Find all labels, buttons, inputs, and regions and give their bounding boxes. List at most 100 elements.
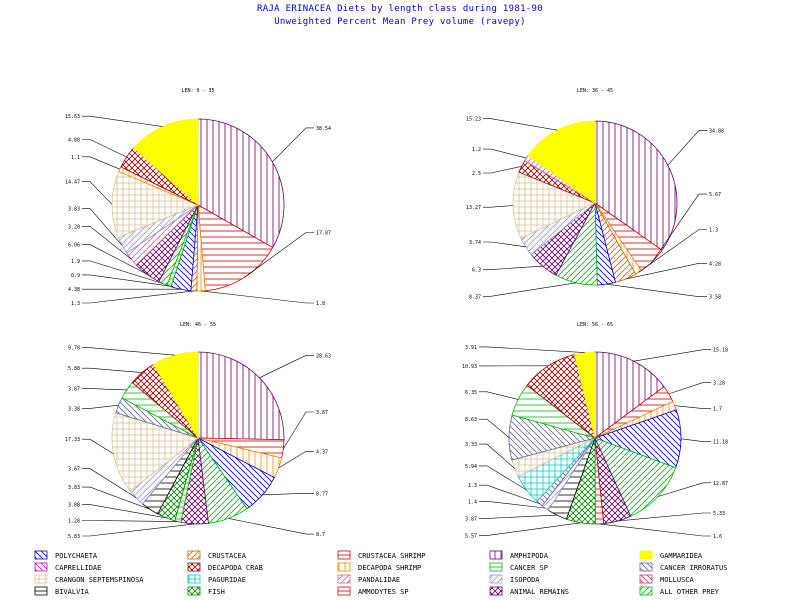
leader-line xyxy=(82,181,113,205)
legend-swatch xyxy=(639,550,653,560)
data-label: 1.3 xyxy=(709,227,718,233)
leader-line xyxy=(606,283,707,298)
leader-line xyxy=(479,443,515,469)
legend-label: PANDALIDAE xyxy=(358,576,400,584)
pie-chart-4: LEN: 56 - 65 15.18 3.28 1.7 11.18 12.87 5.33 1.… xyxy=(462,322,728,540)
leader-line xyxy=(483,148,527,159)
pie-title: LEN: 46 - 55 xyxy=(180,322,216,328)
pie-slice-crangon-septemspinosa xyxy=(512,171,596,239)
data-label: 5.88 xyxy=(68,366,80,372)
data-label: 3.91 xyxy=(465,345,477,351)
legend-item-cancer-irroratus: CANCER IRRORATUS xyxy=(639,562,727,572)
leader-line xyxy=(82,115,163,127)
legend-item-paguridae: PAGURIDAE xyxy=(187,574,246,584)
legend-swatch xyxy=(34,574,48,584)
legend-swatch xyxy=(187,550,201,560)
leader-line xyxy=(82,244,148,275)
legend-item-polychaeta: POLYCHAETA xyxy=(34,550,98,560)
data-label: 1.6 xyxy=(713,534,722,540)
data-label: 3.28 xyxy=(68,224,80,230)
legend-label: GAMMARIDEA xyxy=(660,552,703,560)
legend-swatch xyxy=(187,562,201,572)
figure-subtitle: Unweighted Percent Mean Prey volume (rav… xyxy=(274,17,526,27)
data-label: 1.28 xyxy=(68,519,80,525)
leader-line xyxy=(483,118,558,131)
leader-line xyxy=(82,504,167,519)
leader-line xyxy=(82,520,178,522)
data-label: 0.9 xyxy=(71,273,80,279)
leader-line xyxy=(483,166,522,174)
pie-slice-crangon-septemspinosa xyxy=(111,412,199,492)
leader-line xyxy=(479,346,585,353)
leader-line xyxy=(674,405,711,409)
legend-label: CRUSTACEA xyxy=(208,552,247,560)
legend-label: CRANGON SEPTEMSPINOSA xyxy=(55,576,144,584)
data-label: 4.38 xyxy=(68,287,80,293)
data-label: 8.63 xyxy=(465,417,477,423)
pie-slice-gammaridea xyxy=(152,351,199,440)
leader-line xyxy=(272,127,314,163)
leader-line xyxy=(283,411,314,450)
leader-line xyxy=(625,262,707,280)
leader-line xyxy=(617,512,711,522)
legend-label: POLYCHAETA xyxy=(55,552,98,560)
legend-label: DECAPODA CRAB xyxy=(208,564,263,572)
data-label: 6.06 xyxy=(68,243,80,249)
legend-item-gammaridea: GAMMARIDEA xyxy=(639,550,703,560)
pie-chart-3: LEN: 46 - 55 28.63 3.87 4.37 8.77 8.7 9.78 5.88… xyxy=(65,322,331,540)
legend-label: CAPRELLIDAE xyxy=(55,564,101,572)
legend-item-animal-remains: ANIMAL REMAINS xyxy=(489,586,569,596)
legend-swatch xyxy=(187,574,201,584)
pie-title: LEN: 0 - 35 xyxy=(181,88,214,94)
leader-line xyxy=(82,404,119,409)
leader-line xyxy=(479,418,510,438)
data-label: 13.27 xyxy=(466,205,481,211)
leader-line xyxy=(82,208,123,246)
leader-line xyxy=(259,354,314,379)
leader-line xyxy=(82,523,195,537)
legend-label: CRUSTACEA SHRIMP xyxy=(358,552,425,560)
legend: POLYCHAETA CAPRELLIDAE CRANGON SEPTEMSPINO… xyxy=(34,550,727,596)
legend-swatch xyxy=(639,574,653,584)
pie-slice-amphipoda xyxy=(594,351,665,439)
leader-line xyxy=(82,468,137,498)
leader-line xyxy=(680,438,711,442)
data-label: 1.7 xyxy=(713,407,722,413)
data-label: 12.87 xyxy=(713,481,728,487)
data-label: 17.87 xyxy=(316,230,331,236)
data-label: 2.5 xyxy=(472,171,481,177)
data-label: 1.3 xyxy=(71,301,80,307)
leader-line xyxy=(82,260,163,284)
leader-line xyxy=(228,518,314,535)
data-label: 3.88 xyxy=(68,503,80,509)
leader-line xyxy=(667,130,707,166)
legend-swatch xyxy=(337,562,351,572)
data-label: 1.2 xyxy=(472,147,481,153)
data-label: 4.37 xyxy=(316,449,328,455)
data-label: 3.28 xyxy=(713,381,725,387)
legend-label: AMPHIPODA xyxy=(510,552,549,560)
leader-line xyxy=(262,492,314,496)
leader-line xyxy=(483,282,577,297)
leader-line xyxy=(479,465,527,491)
legend-item-isopoda: ISOPODA xyxy=(489,574,540,584)
legend-swatch xyxy=(187,586,201,596)
data-label: 5.33 xyxy=(713,511,725,517)
data-label: 4.28 xyxy=(709,261,721,267)
data-label: 3.67 xyxy=(68,467,80,473)
leader-line xyxy=(668,382,711,395)
legend-item-decapoda-crab: DECAPODA CRAB xyxy=(187,562,263,572)
pie-title: LEN: 56 - 65 xyxy=(577,322,613,328)
legend-label: CANCER IRRORATUS xyxy=(660,564,727,572)
data-label: 6.35 xyxy=(465,390,477,396)
legend-item-cancer-sp: CANCER SP xyxy=(489,562,548,572)
legend-label: PAGURIDAE xyxy=(208,576,246,584)
data-label: 3.38 xyxy=(68,406,80,412)
data-label: 1.4 xyxy=(468,499,477,505)
leader-line xyxy=(483,265,543,270)
legend-item-mollusca: MOLLUSCA xyxy=(639,574,695,584)
legend-item-all-other-prey: ALL OTHER PREY xyxy=(639,586,720,596)
legend-swatch xyxy=(337,574,351,584)
leader-line xyxy=(599,523,711,537)
